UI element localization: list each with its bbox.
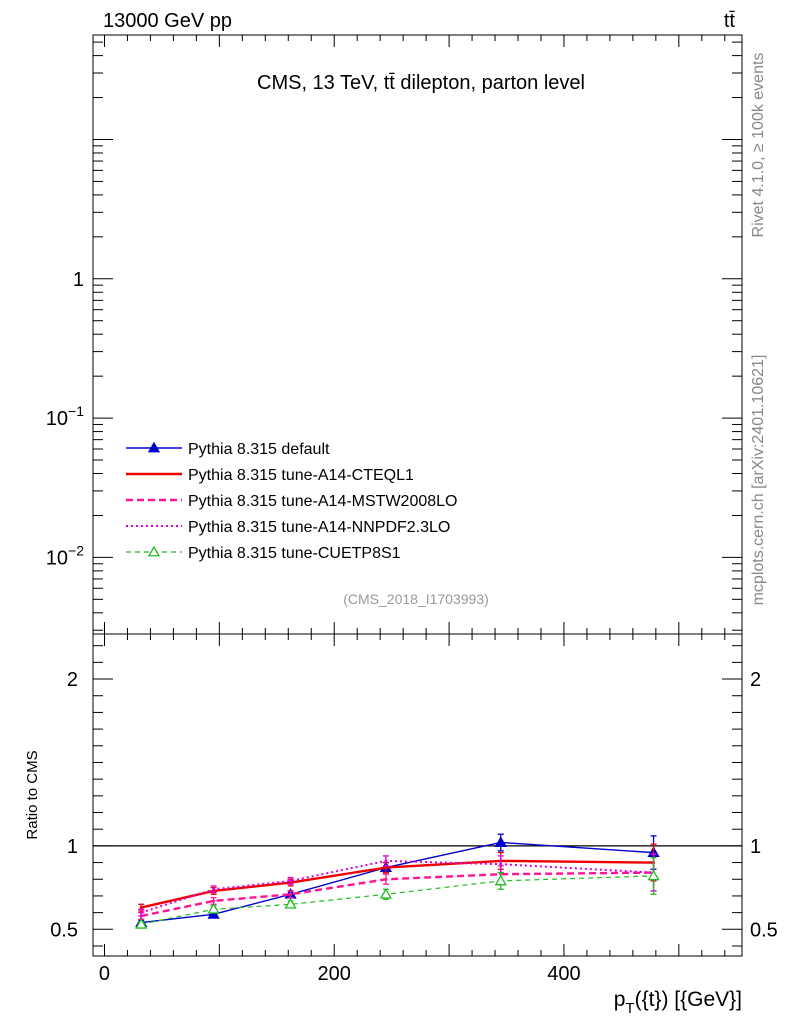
header-collision-label: 13000 GeV pp bbox=[103, 10, 232, 32]
legend-label: Pythia 8.315 tune-A14-NNPDF2.3LO bbox=[188, 519, 450, 536]
data-point bbox=[647, 869, 660, 881]
legend-label: Pythia 8.315 tune-A14-MSTW2008LO bbox=[188, 493, 457, 510]
main-y-tick-label: 10−2 bbox=[46, 542, 84, 569]
x-axis-label: pT({t}) [{GeV}] bbox=[614, 988, 742, 1017]
data-point bbox=[494, 874, 507, 886]
ratio-y-axis-label: Ratio to CMS bbox=[24, 750, 41, 839]
legend-entry: Pythia 8.315 tune-A14-NNPDF2.3LO bbox=[126, 519, 450, 536]
legend-label: Pythia 8.315 tune-A14-CTEQL1 bbox=[188, 467, 414, 484]
data-point bbox=[135, 917, 148, 929]
legend-label: Pythia 8.315 tune-CUETP8S1 bbox=[188, 545, 401, 562]
analysis-label: (CMS_2018_I1703993) bbox=[343, 591, 489, 607]
data-point bbox=[289, 892, 293, 896]
series-line bbox=[140, 859, 654, 909]
data-point bbox=[494, 836, 507, 847]
main-y-tick-label: 10−1 bbox=[46, 403, 84, 430]
data-point bbox=[289, 879, 293, 883]
series-line bbox=[141, 875, 654, 925]
series-line bbox=[140, 871, 654, 918]
x-tick-label: 200 bbox=[318, 963, 351, 985]
chart-title: CMS, 13 TeV, tt̄ dilepton, parton level bbox=[257, 72, 585, 94]
data-point bbox=[379, 887, 393, 899]
data-point bbox=[384, 877, 388, 881]
series-5 bbox=[135, 856, 660, 929]
ratio-y-tick-label-left: 0.5 bbox=[50, 919, 78, 941]
mcplots-source-label: mcplots.cern.ch [arXiv:2401.10621] bbox=[750, 355, 767, 606]
legend-entry: Pythia 8.315 tune-A14-CTEQL1 bbox=[126, 467, 414, 484]
series-line bbox=[140, 859, 654, 914]
data-point bbox=[207, 902, 220, 914]
series-2 bbox=[138, 843, 657, 912]
legend-marker bbox=[147, 441, 161, 453]
legend-entry: Pythia 8.315 tune-A14-MSTW2008LO bbox=[126, 493, 457, 510]
ratio-y-tick-label-right: 0.5 bbox=[750, 919, 778, 941]
data-point bbox=[139, 906, 143, 910]
data-point bbox=[139, 911, 143, 915]
ratio-y-tick-label-right: 1 bbox=[750, 836, 761, 858]
data-point bbox=[499, 862, 503, 866]
ratio-panel-frame bbox=[92, 633, 743, 957]
data-point bbox=[384, 859, 388, 863]
data-point bbox=[284, 897, 297, 909]
data-point bbox=[212, 899, 216, 903]
rivet-version-label: Rivet 4.1.0, ≥ 100k events bbox=[750, 53, 767, 238]
legend-marker bbox=[147, 545, 161, 557]
series-4 bbox=[138, 853, 657, 917]
x-tick-label: 0 bbox=[99, 963, 110, 985]
legend-entry: Pythia 8.315 tune-CUETP8S1 bbox=[126, 545, 401, 562]
legend-entry: Pythia 8.315 default bbox=[126, 441, 330, 458]
legend-label: Pythia 8.315 default bbox=[188, 441, 330, 458]
ratio-y-tick-label-right: 2 bbox=[750, 669, 761, 691]
main-y-tick-label: 1 bbox=[73, 269, 84, 291]
series-line bbox=[141, 841, 654, 924]
ratio-y-tick-label-left: 1 bbox=[67, 836, 78, 858]
data-point bbox=[384, 866, 388, 870]
header-process-label: tt̄ bbox=[724, 10, 736, 32]
data-point bbox=[212, 887, 216, 891]
x-tick-label: 400 bbox=[547, 963, 580, 985]
ratio-y-tick-label-left: 2 bbox=[67, 669, 78, 691]
